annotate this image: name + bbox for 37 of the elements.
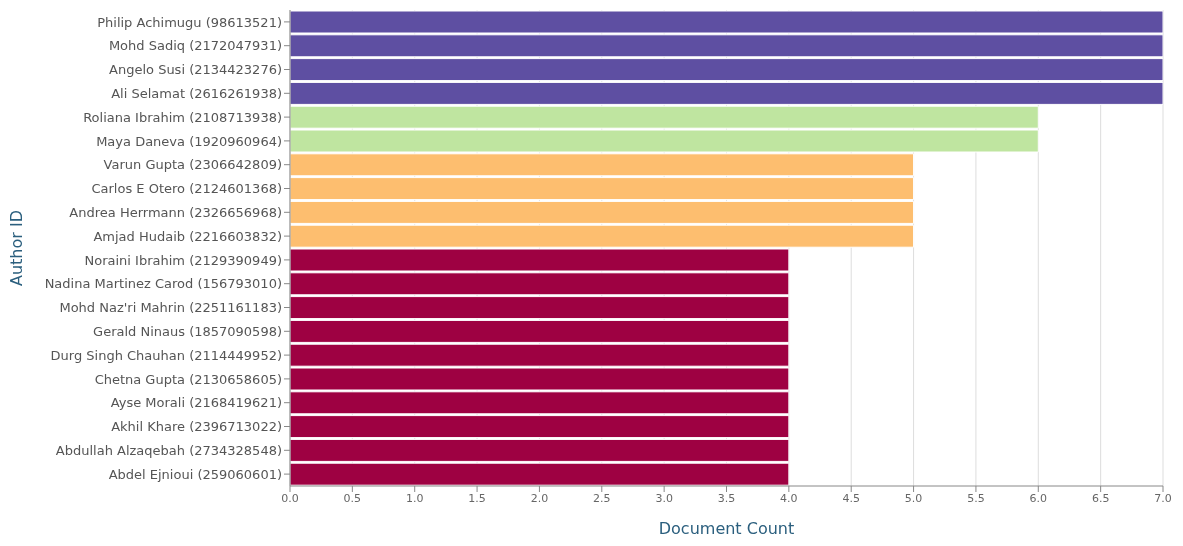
y-tick-label: Varun Gupta (2306642809) [103,157,282,173]
y-tick-label: Roliana Ibrahim (2108713938) [83,109,282,125]
x-tick-label: 0.5 [343,491,362,505]
y-tick-label: Philip Achimugu (98613521) [97,14,282,30]
x-tick-label: 1.5 [468,491,486,505]
x-tick-label: 2.5 [593,491,611,505]
x-tick-label: 0.0 [281,491,299,505]
y-tick-label: Gerald Ninaus (1857090598) [93,323,282,339]
y-tick-label: Chetna Gupta (2130658605) [94,371,282,387]
y-tick-label: Akhil Khare (2396713022) [111,419,282,435]
x-tick-label: 7.0 [1154,491,1172,505]
y-tick-label: Amjad Hudaib (2216603832) [93,228,282,244]
x-tick-label: 4.0 [780,491,798,505]
x-tick-label: 5.5 [967,491,985,505]
x-tick-label: 3.0 [655,491,673,505]
x-tick-label: 5.0 [904,491,923,505]
x-tick-label: 3.5 [717,491,736,505]
x-tick-label: 2.0 [530,491,549,505]
y-tick-label: Maya Daneva (1920960964) [96,133,282,149]
y-tick-label: Ayse Morali (2168419621) [110,395,282,411]
x-tick-label: 6.5 [1091,491,1110,505]
y-tick-label: Durg Singh Chauhan (2114449952) [50,347,282,363]
y-axis-title: Author ID [6,210,26,286]
y-tick-label: Ali Selamat (2616261938) [111,85,282,101]
y-tick-label: Mohd Sadiq (2172047931) [108,38,282,54]
x-tick-label: 6.0 [1029,491,1048,505]
y-tick-label: Mohd Naz'ri Mahrin (2251161183) [59,300,282,316]
x-tick-label: 4.5 [842,491,860,505]
y-tick-label: Nadina Martinez Carod (156793010) [44,276,282,292]
x-axis-title: Document Count [658,519,795,538]
y-tick-label: Abdullah Alzaqebah (2734328548) [55,442,282,458]
y-tick-label: Andrea Herrmann (2326656968) [69,204,282,220]
y-tick-label: Angelo Susi (2134423276) [109,62,282,78]
y-tick-label: Carlos E Otero (2124601368) [91,181,282,197]
x-tick-label: 1.0 [405,491,424,505]
y-tick-label: Noraini Ibrahim (2129390949) [84,252,282,268]
y-tick-label: Abdel Ejnioui (259060601) [108,466,282,482]
